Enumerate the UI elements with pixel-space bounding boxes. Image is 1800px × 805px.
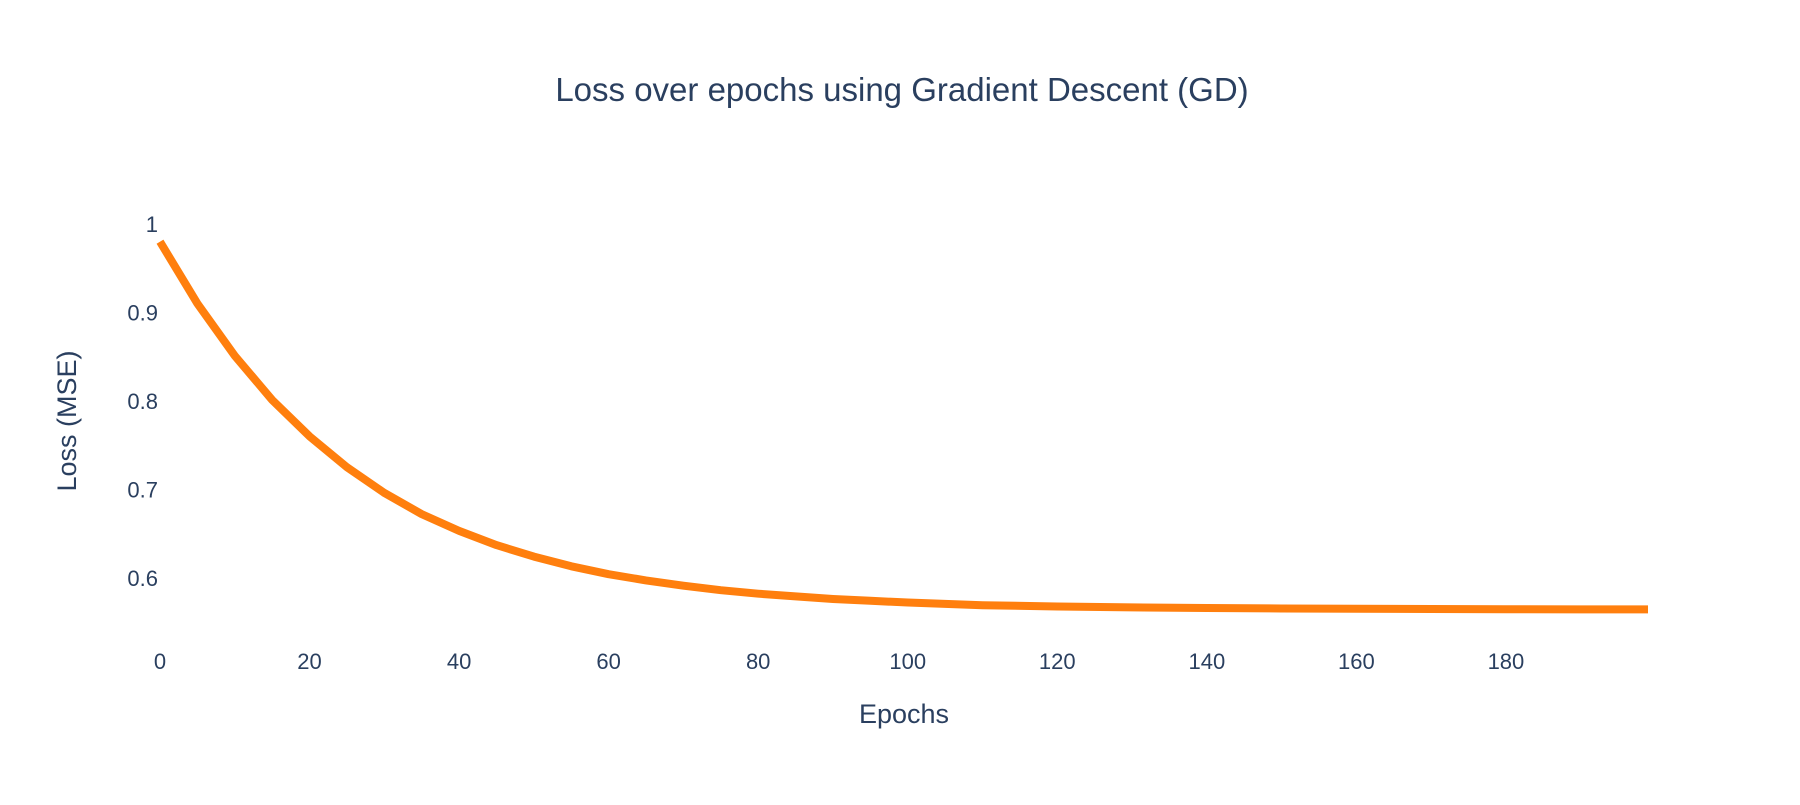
x-tick-label: 0 <box>154 649 166 674</box>
x-tick-label: 140 <box>1188 649 1225 674</box>
y-tick-label: 0.8 <box>127 389 158 414</box>
x-tick-label: 100 <box>889 649 926 674</box>
y-tick-label: 1 <box>146 212 158 237</box>
x-tick-label: 60 <box>596 649 620 674</box>
x-tick-label: 120 <box>1039 649 1076 674</box>
x-tick-label: 80 <box>746 649 770 674</box>
x-axis-ticks: 0 20 40 60 80 100 120 140 160 180 <box>154 649 1524 674</box>
y-tick-label: 0.9 <box>127 300 158 325</box>
y-tick-label: 0.7 <box>127 477 158 502</box>
y-axis-ticks: 0.6 0.7 0.8 0.9 1 <box>127 212 158 591</box>
series-layer <box>156 239 1648 614</box>
x-tick-label: 40 <box>447 649 471 674</box>
loss-series-line <box>156 239 1648 614</box>
y-tick-label: 0.6 <box>127 566 158 591</box>
chart-title: Loss over epochs using Gradient Descent … <box>555 71 1248 108</box>
x-tick-label: 20 <box>297 649 321 674</box>
x-tick-label: 180 <box>1488 649 1525 674</box>
x-axis-title: Epochs <box>859 699 949 729</box>
x-tick-label: 160 <box>1338 649 1375 674</box>
y-axis-title: Loss (MSE) <box>52 350 82 491</box>
